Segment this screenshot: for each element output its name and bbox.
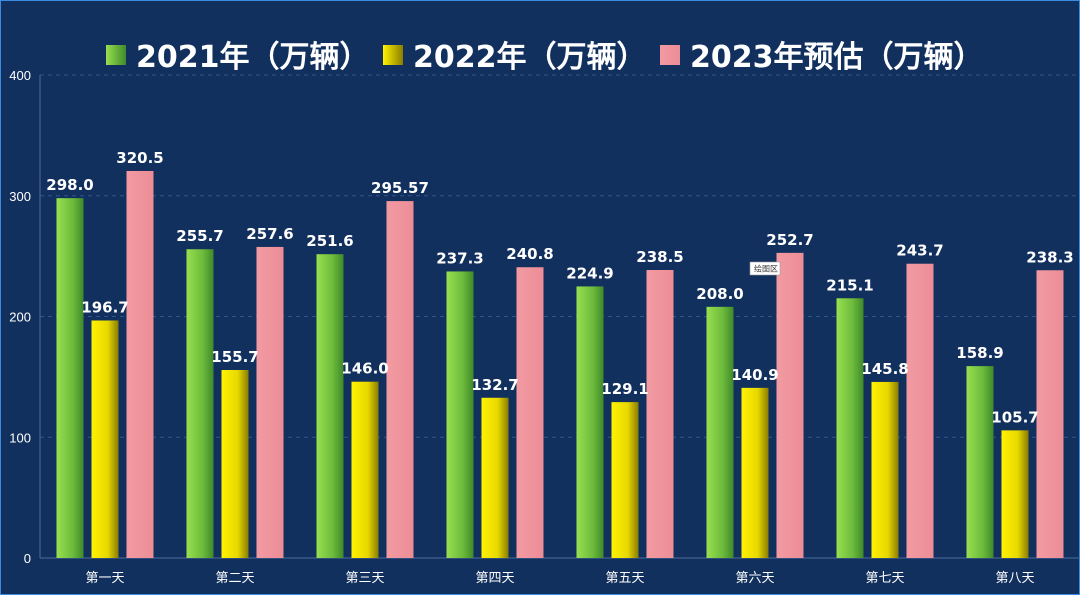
legend-swatch-2022 xyxy=(383,45,403,65)
data-label-2022: 155.7 xyxy=(211,348,258,366)
data-label-2021: 208.0 xyxy=(696,285,743,303)
data-label-2023: 320.5 xyxy=(116,149,163,167)
legend-swatch-2023 xyxy=(660,45,680,65)
legend-label-2023: 2023年预估（万辆） xyxy=(690,40,984,75)
bar-2023 xyxy=(516,267,544,558)
data-label-2021: 237.3 xyxy=(436,249,483,267)
data-label-2023: 295.57 xyxy=(371,179,429,197)
data-label-2021: 298.0 xyxy=(46,176,93,194)
x-axis-ticks: 第一天 第二天 第三天 第四天 第五天 第六天 第七天 第八天 xyxy=(85,571,1034,586)
data-label-2021: 224.9 xyxy=(566,264,613,282)
data-label-2022: 132.7 xyxy=(471,376,518,394)
bar-2023 xyxy=(1036,270,1064,558)
bar-2021 xyxy=(56,198,84,559)
data-label-2021: 215.1 xyxy=(826,276,873,294)
x-tick-label: 第二天 xyxy=(215,571,254,586)
bar-2022 xyxy=(1001,430,1029,558)
bar-2022 xyxy=(481,397,509,558)
data-label-2022: 196.7 xyxy=(81,298,128,316)
tooltip-text: 绘图区 xyxy=(754,264,778,274)
data-label-2022: 105.7 xyxy=(991,408,1038,426)
data-label-2021: 251.6 xyxy=(306,232,353,250)
y-tick-label: 300 xyxy=(9,189,31,204)
data-label-2022: 145.8 xyxy=(861,360,908,378)
bar-2023 xyxy=(386,201,414,558)
data-label-2023: 257.6 xyxy=(246,225,293,243)
bar-2023 xyxy=(776,252,804,558)
legend-label-2022: 2022年（万辆） xyxy=(413,40,647,75)
y-axis-ticks: 0 100 200 300 400 xyxy=(9,68,31,566)
legend: 2021年（万辆） 2022年（万辆） 2023年预估（万辆） xyxy=(106,40,984,75)
y-tick-label: 100 xyxy=(9,430,31,445)
bar-2023 xyxy=(906,263,934,558)
data-labels: 298.0 196.7 320.5 255.7 155.7 257.6 251.6 146.0… xyxy=(46,149,1073,426)
bar-2022 xyxy=(871,381,899,558)
legend-label-2021: 2021年（万辆） xyxy=(136,40,370,75)
plot-area-tooltip: 绘图区 xyxy=(749,261,781,276)
x-tick-label: 第一天 xyxy=(85,571,124,586)
x-tick-label: 第五天 xyxy=(605,571,644,586)
bar-2022 xyxy=(611,402,639,558)
data-label-2023: 240.8 xyxy=(506,245,553,263)
data-label-2022: 146.0 xyxy=(341,360,388,378)
bars xyxy=(56,170,1064,559)
bar-2022 xyxy=(741,387,769,558)
bar-2022 xyxy=(91,320,119,558)
data-label-2021: 158.9 xyxy=(956,344,1003,362)
y-tick-label: 400 xyxy=(9,68,31,83)
x-tick-label: 第八天 xyxy=(995,571,1034,586)
data-label-2022: 140.9 xyxy=(731,366,778,384)
bar-2022 xyxy=(351,381,379,558)
bar-2021 xyxy=(186,249,214,558)
x-tick-label: 第三天 xyxy=(345,571,384,586)
x-tick-label: 第七天 xyxy=(865,571,904,586)
x-tick-label: 第四天 xyxy=(475,571,514,586)
x-tick-label: 第六天 xyxy=(735,571,774,586)
bar-2023 xyxy=(646,270,674,558)
bar-2023 xyxy=(126,170,154,558)
y-tick-label: 200 xyxy=(9,310,31,325)
bar-2021 xyxy=(706,306,734,558)
data-label-2022: 129.1 xyxy=(601,380,648,398)
data-label-2023: 252.7 xyxy=(766,231,813,249)
bar-2021 xyxy=(966,366,994,558)
data-label-2023: 238.5 xyxy=(636,248,683,266)
bar-2021 xyxy=(446,271,474,558)
data-label-2023: 238.3 xyxy=(1026,248,1073,266)
bar-2023 xyxy=(256,246,284,558)
bar-2021 xyxy=(836,298,864,558)
legend-swatch-2021 xyxy=(106,45,126,65)
bar-2022 xyxy=(221,369,249,558)
data-label-2023: 243.7 xyxy=(896,242,943,260)
data-label-2021: 255.7 xyxy=(176,227,223,245)
bar-2021 xyxy=(576,286,604,558)
bar-2021 xyxy=(316,254,344,558)
tooltip-box xyxy=(749,261,781,276)
y-tick-label: 0 xyxy=(24,551,31,566)
